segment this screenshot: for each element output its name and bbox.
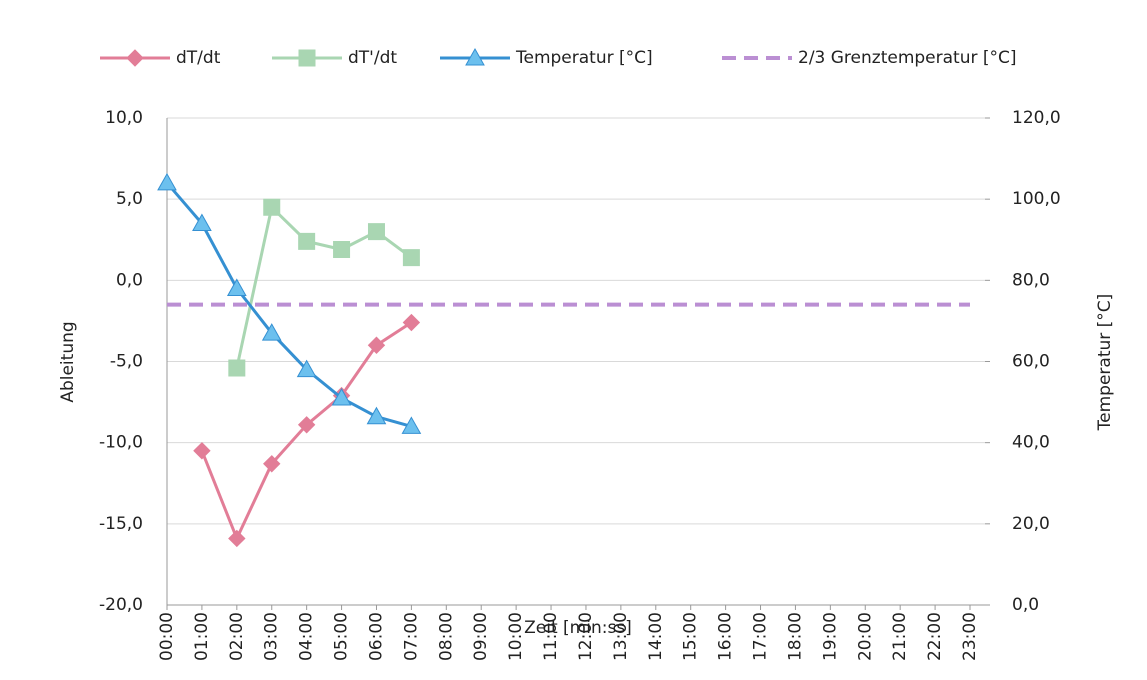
legend-label: Temperatur [°C] (515, 48, 653, 68)
x-tick-label: 16:00 (716, 612, 736, 661)
marker (228, 529, 246, 548)
y-tick-label: -5,0 (110, 352, 143, 372)
x-tick-label: 22:00 (925, 612, 945, 661)
x-tick-label: 04:00 (297, 612, 317, 661)
x-tick-label: 12:00 (576, 612, 596, 661)
marker (401, 416, 422, 434)
marker (228, 359, 246, 377)
y-axis-title: Ableitung (58, 321, 78, 402)
x-tick-label: 23:00 (960, 612, 980, 661)
marker (366, 406, 387, 425)
marker (263, 455, 281, 473)
y-tick-label: -20,0 (99, 595, 143, 615)
marker (331, 388, 352, 406)
y2-tick-label: 80,0 (1012, 270, 1050, 290)
y-tick-label: 5,0 (116, 189, 143, 209)
x-tick-label: 06:00 (366, 612, 386, 661)
x-tick-label: 15:00 (681, 612, 701, 661)
y-tick-label: 0,0 (116, 270, 143, 290)
y2-tick-label: 60,0 (1012, 352, 1050, 372)
y2-tick-label: 100,0 (1012, 189, 1061, 209)
x-tick-label: 13:00 (611, 612, 631, 661)
marker (192, 213, 212, 232)
x-tick-label: 17:00 (751, 612, 771, 661)
x-tick-label: 02:00 (227, 612, 247, 661)
y2-axis-title: Temperatur [°C] (1095, 294, 1115, 432)
x-tick-label: 03:00 (262, 612, 282, 661)
x-tick-label: 20:00 (855, 612, 875, 661)
marker (333, 240, 351, 258)
y2-tick-label: 0,0 (1012, 595, 1039, 615)
y-tick-label: -10,0 (99, 433, 143, 453)
y2-tick-label: 20,0 (1012, 514, 1050, 534)
y2-tick-label: 120,0 (1012, 108, 1061, 128)
x-tick-label: 10:00 (506, 612, 526, 661)
marker (193, 442, 211, 460)
x-tick-label: 14:00 (646, 612, 666, 661)
x-tick-label: 08:00 (436, 612, 456, 661)
marker (297, 416, 316, 434)
x-tick-label: 05:00 (332, 612, 352, 661)
marker (157, 172, 177, 191)
y-tick-label: -15,0 (99, 514, 143, 534)
marker (367, 223, 385, 241)
marker (367, 336, 386, 354)
x-tick-label: 07:00 (401, 612, 421, 661)
marker (226, 278, 247, 296)
x-tick-label: 11:00 (541, 612, 561, 661)
x-tick-label: 21:00 (890, 612, 910, 661)
y2-tick-label: 40,0 (1012, 433, 1050, 453)
marker (296, 359, 317, 378)
x-tick-label: 01:00 (192, 612, 212, 661)
x-tick-label: 18:00 (785, 612, 805, 661)
marker (402, 313, 421, 332)
x-tick-label: 19:00 (820, 612, 840, 661)
y-tick-label: 10,0 (105, 108, 143, 128)
marker (126, 49, 144, 67)
x-tick-label: 00:00 (157, 612, 177, 661)
marker (263, 198, 281, 216)
legend-label: dT'/dt (348, 48, 397, 68)
marker (261, 323, 282, 341)
marker (402, 249, 420, 267)
legend-label: dT/dt (176, 48, 221, 68)
marker (298, 232, 316, 250)
series-line (165, 181, 412, 428)
x-tick-label: 09:00 (471, 612, 491, 661)
marker (465, 47, 485, 66)
legend-label: 2/3 Grenztemperatur [°C] (798, 48, 1017, 68)
marker (298, 49, 316, 67)
x-axis-title: Zeit [min:ss] (524, 618, 632, 638)
